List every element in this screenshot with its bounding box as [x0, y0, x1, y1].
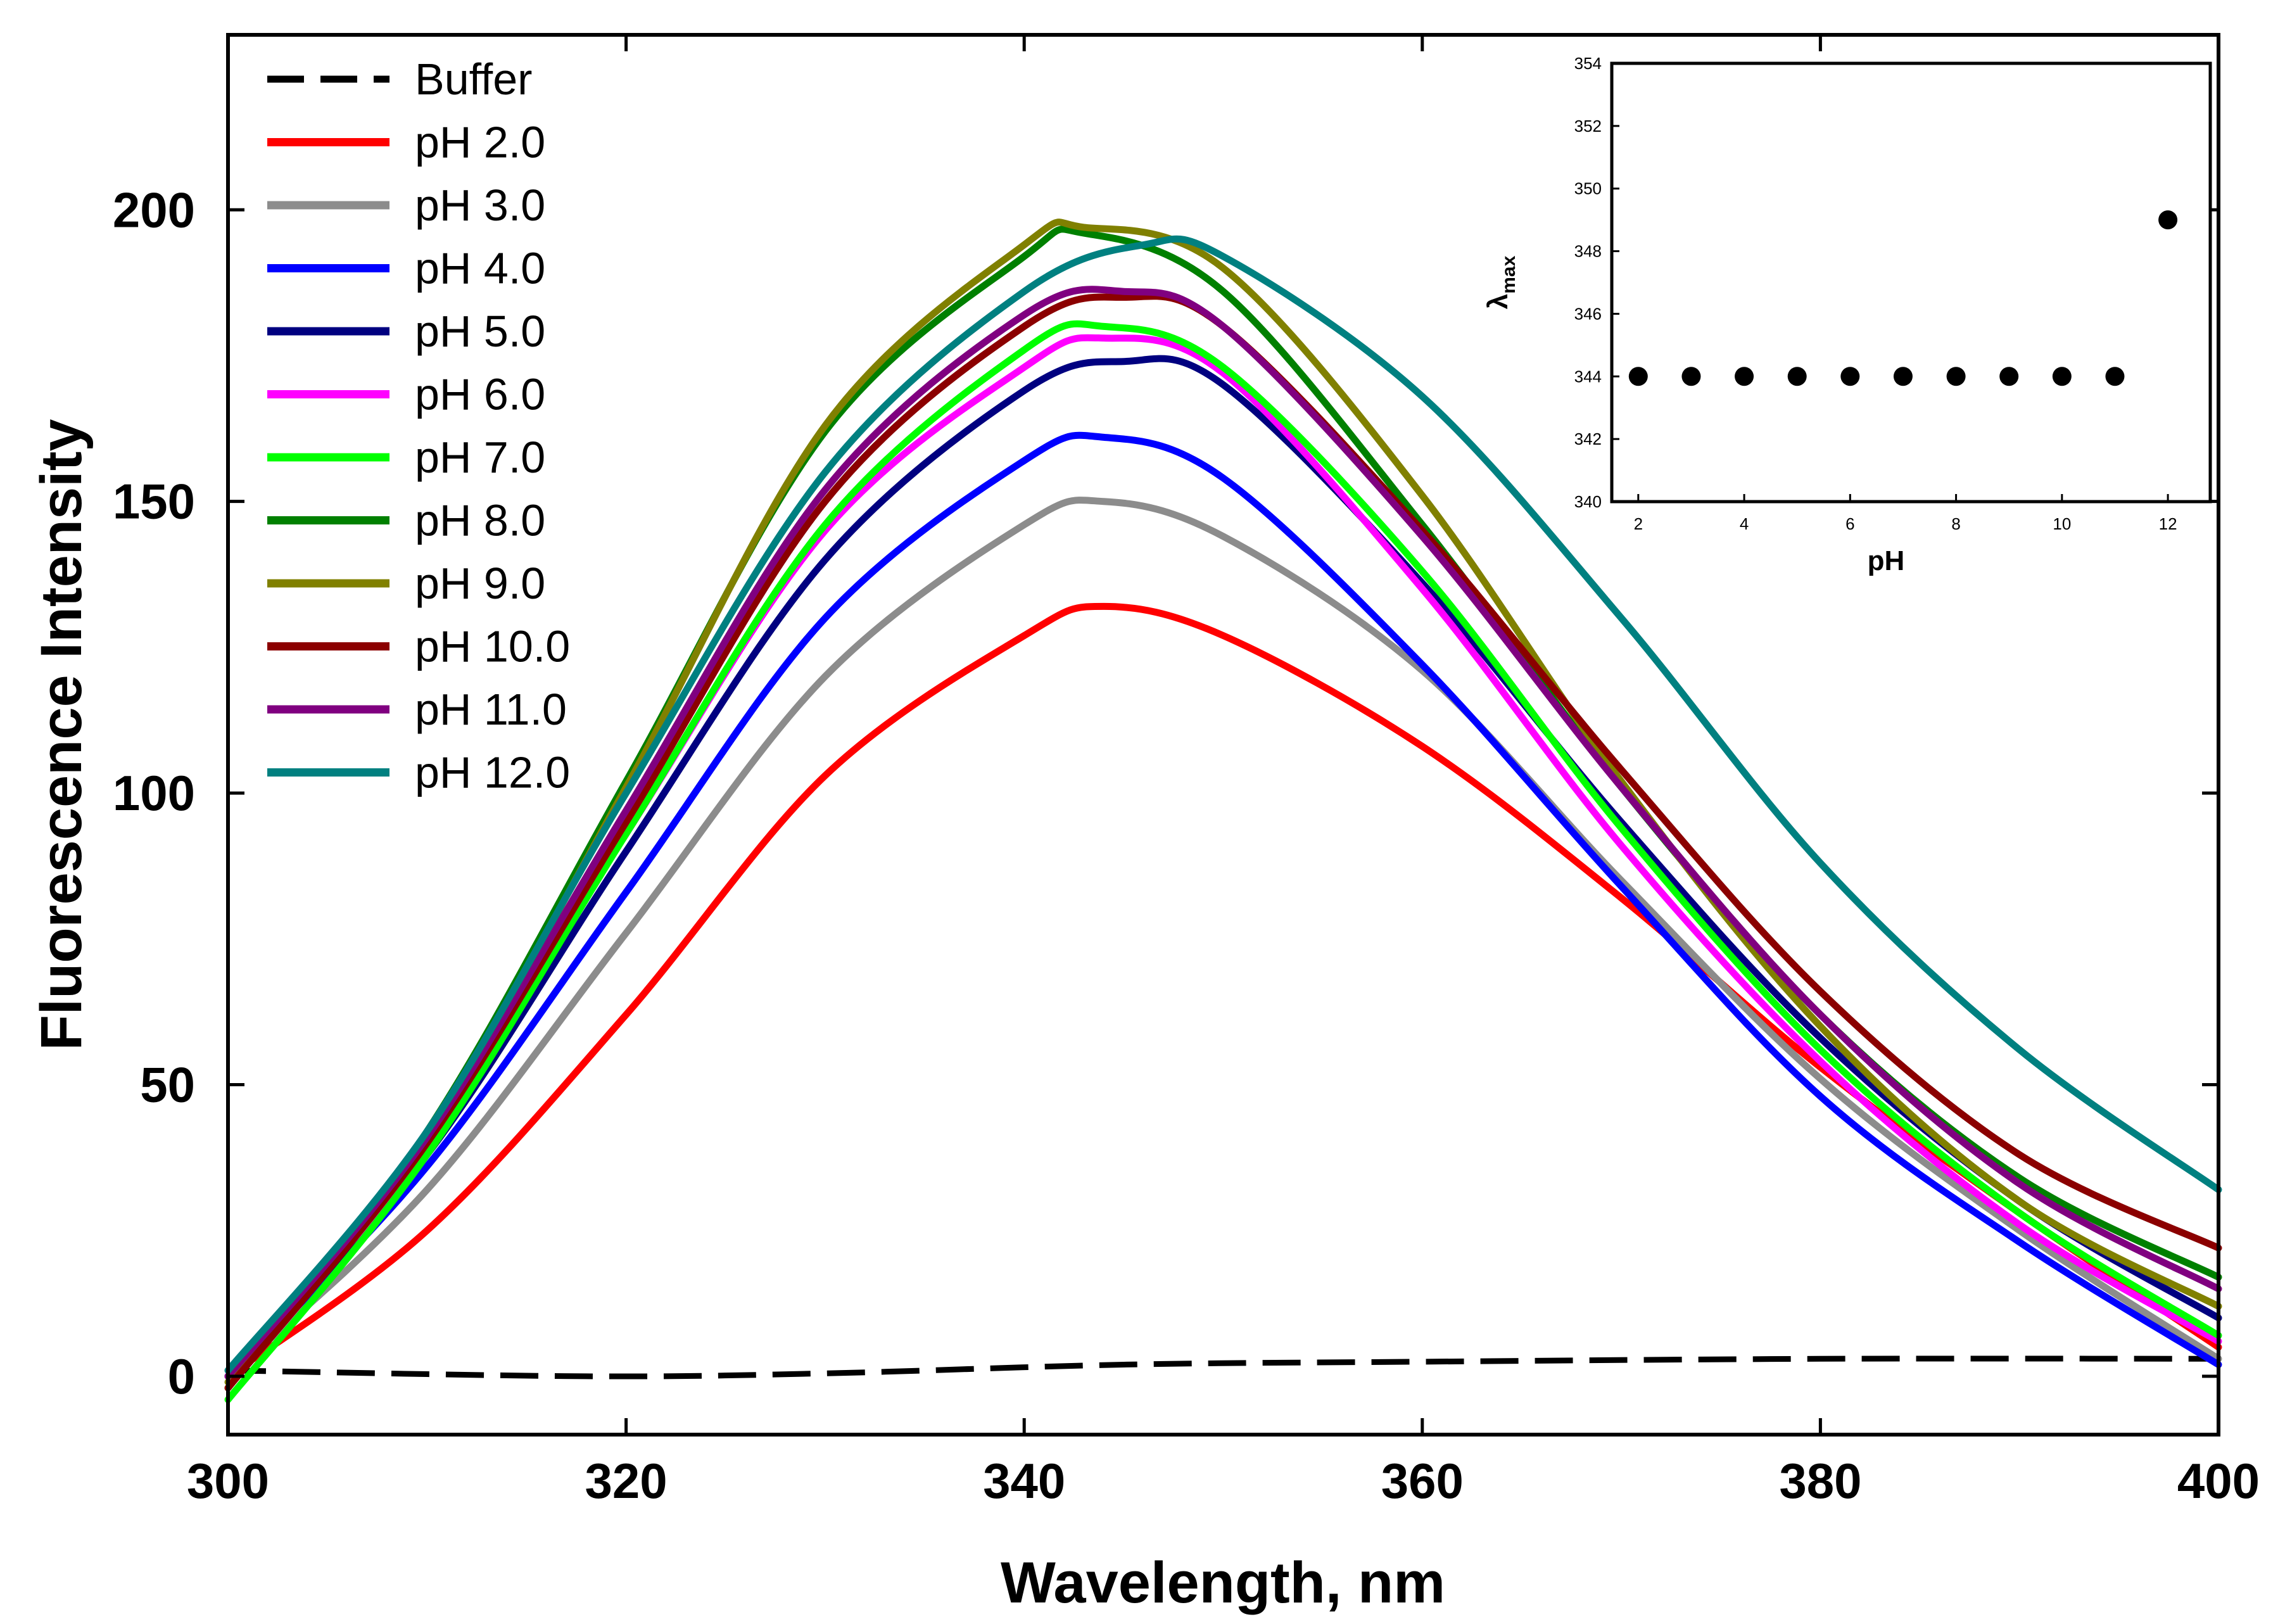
- inset-x-tick-label-2: 2: [1634, 514, 1643, 533]
- inset-point-ph-12: [2158, 210, 2178, 230]
- series-line-buffer: [227, 1355, 2219, 1380]
- inset-background: [1602, 63, 2210, 502]
- legend-label-ph-12-0: pH 12.0: [415, 748, 570, 797]
- inset-point-ph-11: [2105, 367, 2125, 386]
- legend-item-ph-3-0: pH 3.0: [267, 181, 545, 230]
- inset-point-ph-3: [1681, 367, 1701, 386]
- inset-y-tick-label-340: 340: [1574, 492, 1602, 511]
- inset-y-tick-label-346: 346: [1574, 304, 1602, 323]
- inset-y-axis-title-subscript: max: [1498, 255, 1519, 293]
- y-tick-label-50: 50: [140, 1057, 195, 1113]
- inset-y-axis-title-main: λmax: [1483, 255, 1519, 309]
- inset-points-layer: [1628, 210, 2178, 386]
- series-line-ph-4-0: [224, 431, 2222, 1380]
- legend-item-ph-6-0: pH 6.0: [267, 370, 545, 419]
- legend-item-ph-9-0: pH 9.0: [267, 559, 545, 608]
- x-tick-label-400: 400: [2177, 1453, 2260, 1509]
- inset-point-ph-10: [2052, 367, 2072, 386]
- legend-item-ph-7-0: pH 7.0: [267, 433, 545, 482]
- inset-x-tick-label-4: 4: [1740, 514, 1749, 533]
- inset-x-tick-label-6: 6: [1845, 514, 1854, 533]
- inset-x-tick-label-12: 12: [2159, 514, 2177, 533]
- inset-y-tick-label-344: 344: [1574, 367, 1602, 386]
- x-tick-label-320: 320: [585, 1453, 668, 1509]
- legend-item-ph-2-0: pH 2.0: [267, 118, 545, 167]
- inset-point-ph-9: [1999, 367, 2019, 386]
- series-line-ph-12-0: [224, 235, 2222, 1374]
- inset-y-tick-label-350: 350: [1574, 179, 1602, 198]
- inset-point-ph-5: [1787, 367, 1807, 386]
- inset-y-tick-label-342: 342: [1574, 429, 1602, 448]
- legend-item-ph-10-0: pH 10.0: [267, 622, 570, 671]
- inset-y-tick-label-348: 348: [1574, 242, 1602, 261]
- main-series-layer: [224, 219, 2222, 1404]
- y-tick-label-150: 150: [113, 474, 195, 530]
- series-line-ph-11-0: [224, 286, 2222, 1380]
- inset-y-axis-title-symbol: λ: [1483, 294, 1514, 309]
- inset-y-tick-label-354: 354: [1574, 54, 1602, 73]
- x-tick-label-300: 300: [187, 1453, 269, 1509]
- inset-x-tick-label-8: 8: [1951, 514, 1960, 533]
- legend-label-ph-11-0: pH 11.0: [415, 685, 567, 734]
- legend-label-ph-8-0: pH 8.0: [415, 496, 545, 545]
- y-tick-label-200: 200: [113, 182, 195, 238]
- legend-label-buffer: Buffer: [415, 54, 533, 104]
- legend-label-ph-5-0: pH 5.0: [415, 307, 545, 356]
- inset-point-ph-4: [1735, 367, 1754, 386]
- inset-y-tick-label-352: 352: [1574, 117, 1602, 136]
- inset-x-tick-label-10: 10: [2053, 514, 2071, 533]
- inset-plot-frame: [1610, 61, 2212, 504]
- inset-y-axis-title: λmax: [1483, 255, 1519, 309]
- y-axis-title: Fluorescence Intensity: [29, 419, 94, 1051]
- main-plot-frame: [226, 33, 2220, 1437]
- legend-item-ph-5-0: pH 5.0: [267, 307, 545, 356]
- legend-label-ph-10-0: pH 10.0: [415, 622, 570, 671]
- inset-point-ph-7: [1893, 367, 1913, 386]
- legend-item-ph-8-0: pH 8.0: [267, 496, 545, 545]
- legend-item-buffer: Buffer: [267, 54, 533, 104]
- legend-label-ph-9-0: pH 9.0: [415, 559, 545, 608]
- y-tick-label-100: 100: [113, 765, 195, 821]
- legend-item-ph-12-0: pH 12.0: [267, 748, 570, 797]
- series-line-ph-3-0: [224, 497, 2222, 1380]
- x-tick-label-340: 340: [983, 1453, 1065, 1509]
- legend-item-ph-11-0: pH 11.0: [267, 685, 567, 734]
- series-line-ph-5-0: [224, 355, 2222, 1380]
- legend-label-ph-3-0: pH 3.0: [415, 181, 545, 230]
- legend: Buffer pH 2.0 pH 3.0 pH 4.0 pH 5.0 pH 6.0 pH 7…: [267, 54, 570, 797]
- x-tick-label-360: 360: [1381, 1453, 1464, 1509]
- legend-item-ph-4-0: pH 4.0: [267, 244, 545, 293]
- legend-label-ph-2-0: pH 2.0: [415, 118, 545, 167]
- inset-axes-layer: 2 4 6 8 10 12 340 342 344 346 348 350 352 354: [1574, 54, 2177, 533]
- x-axis-title: Wavelength, nm: [1001, 1551, 1445, 1615]
- inset-point-ph-2: [1628, 367, 1648, 386]
- inset-chart: 2 4 6 8 10 12 340 342 344 346 348 350 352 354 pH λmax: [1483, 54, 2212, 576]
- main-axes-layer: 300 320 340 360 380 400 0 50 100 150 200: [113, 35, 2260, 1509]
- inset-point-ph-6: [1840, 367, 1860, 386]
- x-tick-label-380: 380: [1779, 1453, 1861, 1509]
- legend-label-ph-7-0: pH 7.0: [415, 433, 545, 482]
- legend-label-ph-4-0: pH 4.0: [415, 244, 545, 293]
- y-tick-label-0: 0: [168, 1348, 195, 1404]
- legend-label-ph-6-0: pH 6.0: [415, 370, 545, 419]
- inset-point-ph-8: [1946, 367, 1966, 386]
- series-line-ph-7-0: [224, 320, 2222, 1404]
- inset-x-axis-title: pH: [1868, 545, 1905, 576]
